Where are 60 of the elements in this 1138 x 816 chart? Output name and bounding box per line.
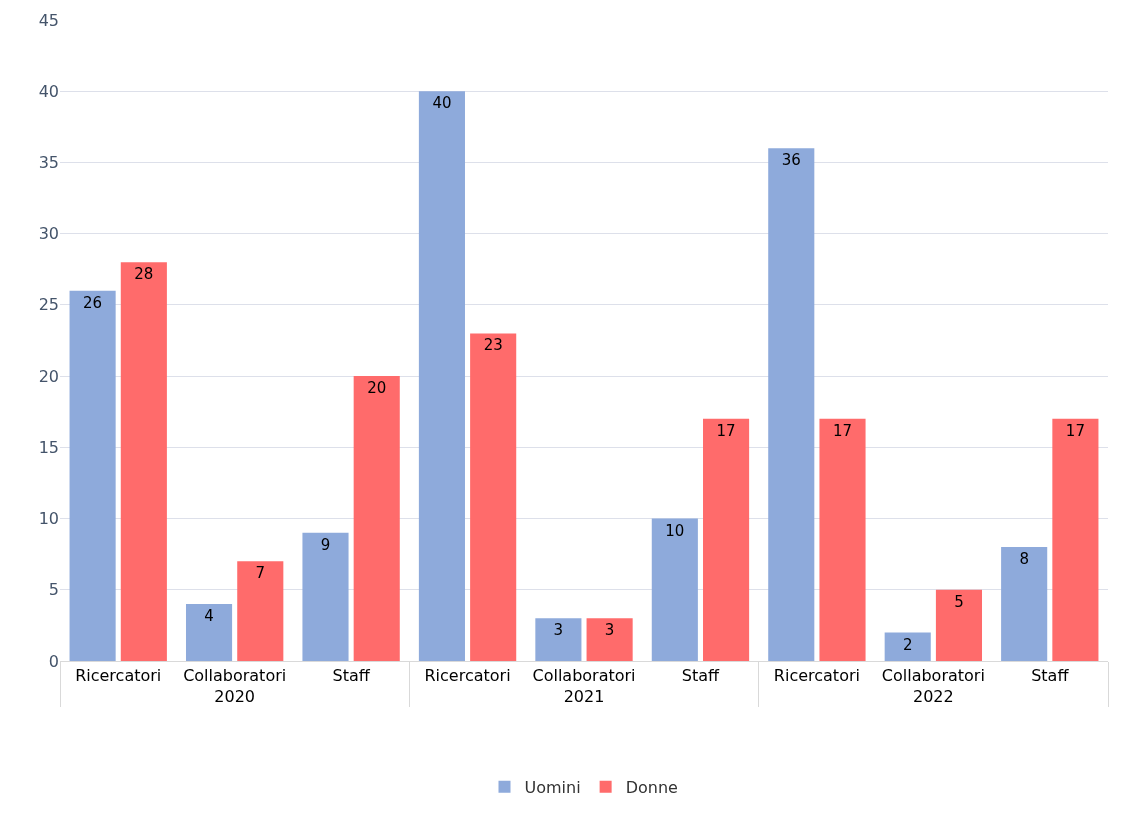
x-tick-label: Ricercatori — [773, 666, 860, 686]
x-tick-label: Staff — [332, 666, 371, 686]
x-tick-label: Ricercatori — [75, 666, 162, 686]
y-tick-label: 35 — [38, 153, 59, 173]
x-tick-label: Collaboratori — [532, 666, 636, 686]
data-label: 28 — [134, 265, 154, 284]
text: 2022 — [912, 687, 954, 707]
data-label: 20 — [367, 379, 387, 398]
x-tick-label: Collaboratori — [881, 666, 985, 686]
data-label: 4 — [204, 607, 214, 626]
x-tick-label: Ricercatori — [424, 666, 511, 686]
bar — [651, 518, 698, 661]
bar — [302, 532, 349, 661]
y-tick-label: 5 — [48, 580, 59, 600]
text: 2020 — [214, 687, 256, 707]
data-label: 17 — [716, 421, 736, 440]
bar — [120, 262, 167, 661]
y-tick-label: 10 — [38, 509, 59, 529]
y-tick-label: 15 — [38, 437, 59, 457]
bar — [237, 561, 284, 661]
y-tick-label: 30 — [38, 224, 59, 244]
x-tick-label: Staff — [681, 666, 721, 686]
bar — [353, 376, 400, 661]
bar — [69, 290, 116, 661]
data-label: 3 — [553, 621, 564, 640]
data-label: 8 — [1019, 550, 1029, 569]
data-label: 5 — [954, 592, 964, 611]
bar — [1052, 418, 1099, 661]
data-label: 17 — [1065, 421, 1085, 440]
bar — [819, 418, 866, 661]
y-tick-label: 40 — [38, 81, 59, 101]
data-label: 23 — [483, 336, 503, 355]
y-tick-label: 25 — [38, 295, 59, 315]
data-label: 36 — [781, 151, 801, 170]
legend-label: Donne — [625, 778, 678, 798]
y-tick-label: 20 — [38, 366, 59, 386]
data-label: 40 — [432, 94, 452, 113]
bar — [703, 418, 750, 661]
data-label: 7 — [255, 564, 266, 583]
data-label: 2 — [902, 635, 913, 654]
y-tick-label: 0 — [48, 651, 59, 671]
data-label: 9 — [320, 535, 331, 554]
bar — [185, 604, 233, 661]
data-label: 26 — [83, 293, 103, 312]
data-label: 17 — [832, 421, 853, 440]
bar — [884, 632, 931, 661]
y-tick-label: 45 — [38, 10, 59, 30]
bar — [586, 618, 633, 661]
data-label: 10 — [665, 521, 685, 540]
bar — [768, 148, 815, 661]
bar — [418, 91, 465, 661]
data-label: 3 — [604, 621, 615, 640]
legend-label: Uomini — [524, 778, 581, 798]
x-tick-label: Staff — [1031, 666, 1070, 686]
bar — [535, 618, 582, 661]
text: 2021 — [563, 687, 605, 707]
x-tick-label: Collaboratori — [183, 666, 287, 686]
bar — [935, 589, 983, 661]
bar — [470, 333, 517, 661]
bar — [1001, 547, 1048, 661]
